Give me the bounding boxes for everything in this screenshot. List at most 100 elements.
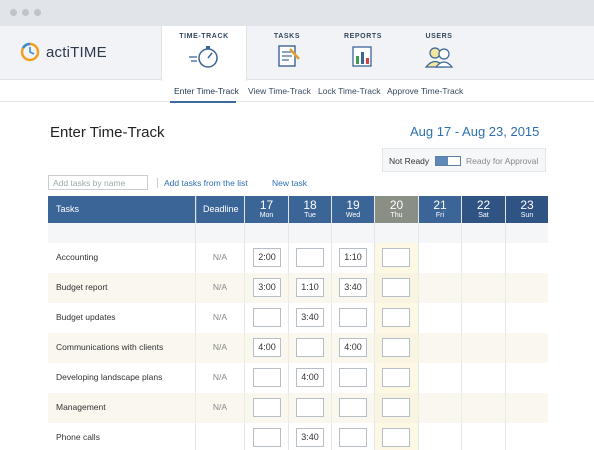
- table-row: Accounting N/A 2:00 1:10: [48, 243, 548, 273]
- window-minimize-dot[interactable]: [22, 9, 29, 16]
- tab-label: TIME-TRACK: [179, 33, 229, 40]
- day-header-tue[interactable]: 18 Tue: [289, 196, 331, 223]
- time-cell-thu[interactable]: [382, 428, 410, 447]
- time-cell-tue[interactable]: [296, 338, 324, 357]
- deadline-value: N/A: [212, 252, 228, 262]
- time-cell-thu[interactable]: [382, 278, 410, 297]
- grid-line: [374, 196, 375, 450]
- deadline-value: N/A: [212, 312, 228, 322]
- tab-tasks[interactable]: TASKS: [250, 26, 324, 80]
- app-logo[interactable]: actiTIME: [20, 42, 107, 62]
- table-row: Budget updates N/A 3:40: [48, 303, 548, 333]
- time-cell-tue[interactable]: 1:10: [296, 278, 324, 297]
- day-header-sun[interactable]: 23 Sun: [506, 196, 548, 223]
- task-name[interactable]: Budget updates: [56, 312, 116, 322]
- grid-line: [331, 196, 332, 450]
- grid-line: [418, 196, 419, 450]
- time-cell-thu[interactable]: [382, 248, 410, 267]
- weekday-label: Tue: [304, 212, 316, 219]
- time-cell-wed[interactable]: [339, 428, 367, 447]
- time-cell-mon[interactable]: [253, 308, 281, 327]
- time-cell-tue[interactable]: 3:40: [296, 308, 324, 327]
- time-cell-tue[interactable]: [296, 398, 324, 417]
- sub-navigation: Enter Time-Track View Time-Track Lock Ti…: [0, 80, 594, 103]
- table-row: Phone calls 3:40: [48, 423, 548, 450]
- time-cell-wed[interactable]: 1:10: [339, 248, 367, 267]
- day-number: 21: [433, 198, 447, 212]
- time-cell-mon[interactable]: 4:00: [253, 338, 281, 357]
- day-number: 17: [259, 198, 274, 212]
- add-tasks-input[interactable]: Add tasks by name: [48, 175, 148, 190]
- table-row: Developing landscape plans N/A 4:00: [48, 363, 548, 393]
- day-header-thu[interactable]: 20 Thu: [375, 196, 418, 223]
- ready-for-approval-label: Ready for Approval: [466, 156, 539, 166]
- subnav-view-time-track[interactable]: View Time-Track: [248, 86, 311, 96]
- tab-label: REPORTS: [343, 33, 383, 40]
- ready-status-box: Not Ready Ready for Approval: [382, 148, 546, 172]
- deadline-value: N/A: [212, 342, 228, 352]
- add-tasks-from-list-link[interactable]: Add tasks from the list: [157, 178, 248, 188]
- tab-time-track[interactable]: TIME-TRACK: [161, 26, 247, 81]
- deadline-value: N/A: [212, 282, 228, 292]
- time-cell-wed[interactable]: [339, 368, 367, 387]
- task-name[interactable]: Developing landscape plans: [56, 372, 163, 382]
- task-name[interactable]: Budget report: [56, 282, 108, 292]
- time-cell-tue[interactable]: 3:40: [296, 428, 324, 447]
- weekday-label: Mon: [259, 212, 274, 219]
- ready-toggle[interactable]: [435, 156, 461, 166]
- date-range[interactable]: Aug 17 - Aug 23, 2015: [410, 124, 540, 139]
- tab-users[interactable]: USERS: [402, 26, 476, 80]
- deadline-value: N/A: [212, 372, 228, 382]
- tab-label: TASKS: [273, 33, 301, 40]
- weekday-label: Wed: [345, 212, 361, 219]
- time-cell-thu[interactable]: [382, 398, 410, 417]
- table-row: Communications with clients N/A 4:00 4:0…: [48, 333, 548, 363]
- app-name: actiTIME: [46, 43, 107, 61]
- day-number: 18: [303, 198, 317, 212]
- time-cell-mon[interactable]: [253, 428, 281, 447]
- users-icon: [424, 47, 454, 68]
- task-name[interactable]: Accounting: [56, 252, 99, 262]
- time-cell-wed[interactable]: 3:40: [339, 278, 367, 297]
- time-cell-thu[interactable]: [382, 368, 410, 387]
- new-task-link[interactable]: New task: [272, 178, 307, 188]
- task-name[interactable]: Phone calls: [56, 432, 100, 442]
- time-cell-mon[interactable]: [253, 398, 281, 417]
- weekday-label: Sat: [478, 212, 489, 219]
- time-cell-mon[interactable]: 2:00: [253, 248, 281, 267]
- time-cell-tue[interactable]: 4:00: [296, 368, 324, 387]
- deadline-header-label: Deadline: [203, 204, 239, 214]
- tasks-header-label: Tasks: [56, 204, 80, 214]
- toggle-knob: [436, 157, 448, 165]
- bar-chart-icon: [352, 46, 372, 67]
- window-maximize-dot[interactable]: [34, 9, 41, 16]
- checklist-icon: [278, 45, 300, 67]
- day-number: 19: [346, 198, 360, 212]
- time-cell-wed[interactable]: [339, 308, 367, 327]
- time-cell-mon[interactable]: [253, 368, 281, 387]
- grid-line: [505, 196, 506, 450]
- window-close-dot[interactable]: [10, 9, 17, 16]
- window-titlebar: [0, 0, 594, 26]
- time-cell-wed[interactable]: [339, 398, 367, 417]
- day-header-mon[interactable]: 17 Mon: [245, 196, 288, 223]
- day-header-fri[interactable]: 21 Fri: [419, 196, 461, 223]
- deadline-value: N/A: [212, 402, 228, 412]
- task-name[interactable]: Communications with clients: [56, 342, 164, 352]
- time-cell-wed[interactable]: 4:00: [339, 338, 367, 357]
- weekday-label: Thu: [390, 212, 403, 219]
- time-cell-tue[interactable]: [296, 248, 324, 267]
- day-header-wed[interactable]: 19 Wed: [332, 196, 374, 223]
- subnav-enter-time-track[interactable]: Enter Time-Track: [174, 86, 239, 96]
- time-cell-mon[interactable]: 3:00: [253, 278, 281, 297]
- subnav-approve-time-track[interactable]: Approve Time-Track: [387, 86, 464, 96]
- time-cell-thu[interactable]: [382, 338, 410, 357]
- tab-label: USERS: [425, 33, 453, 40]
- subnav-active-indicator: [170, 101, 236, 103]
- time-cell-thu[interactable]: [382, 308, 410, 327]
- task-name[interactable]: Management: [56, 402, 106, 412]
- tab-reports[interactable]: REPORTS: [326, 26, 400, 80]
- day-header-sat[interactable]: 22 Sat: [462, 196, 505, 223]
- subnav-lock-time-track[interactable]: Lock Time-Track: [318, 86, 381, 96]
